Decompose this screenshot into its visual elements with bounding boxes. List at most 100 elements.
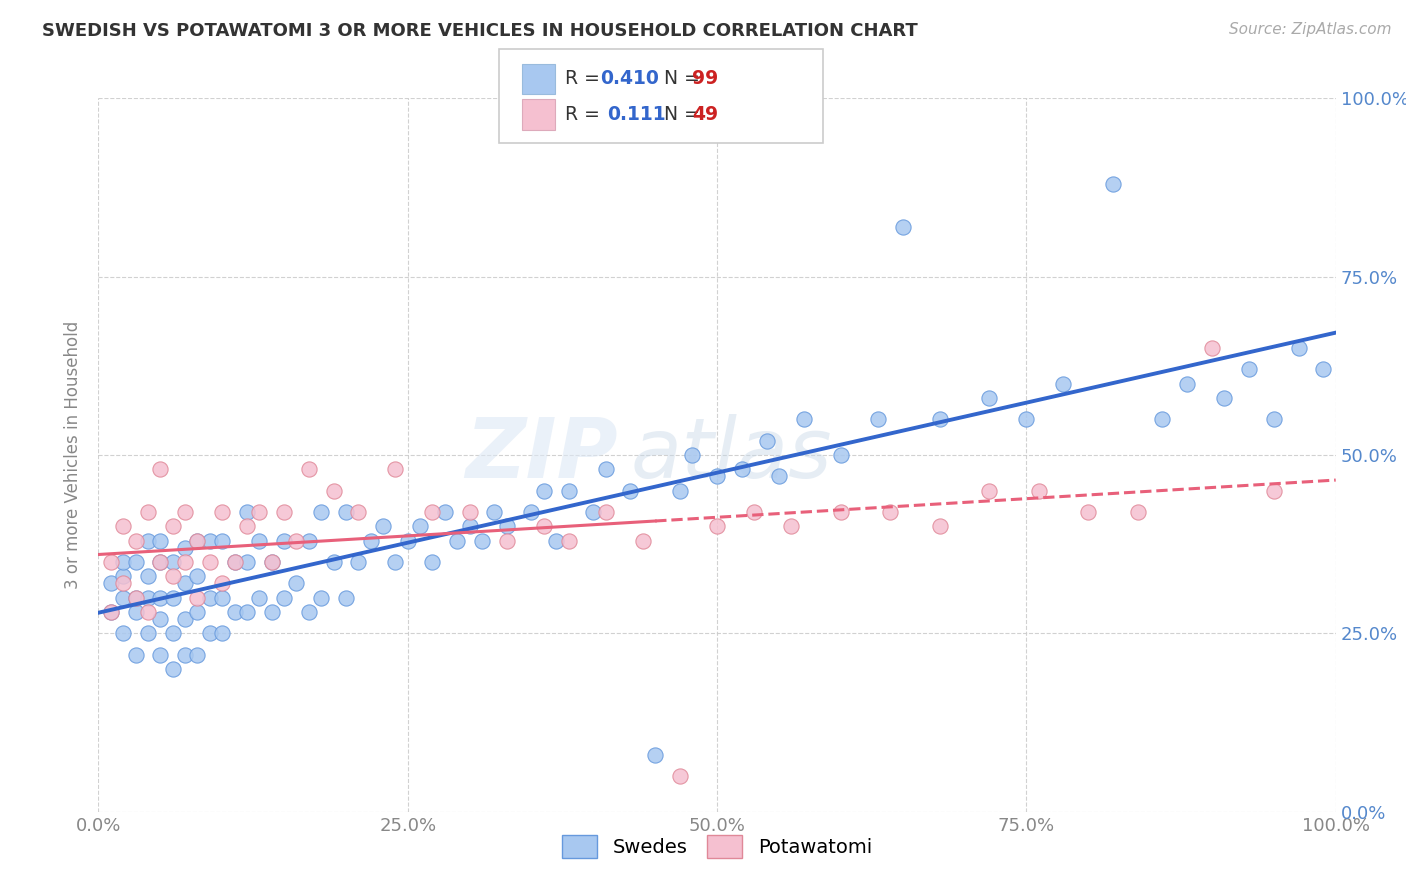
- Point: [236, 519, 259, 533]
- Point: [298, 462, 321, 476]
- Text: ZIP: ZIP: [465, 415, 619, 495]
- Point: [706, 469, 728, 483]
- Point: [247, 533, 270, 548]
- Point: [247, 591, 270, 605]
- Point: [1175, 376, 1198, 391]
- Point: [1028, 483, 1050, 498]
- Point: [384, 555, 406, 569]
- Point: [731, 462, 754, 476]
- Point: [533, 519, 555, 533]
- Point: [174, 576, 197, 591]
- Point: [136, 626, 159, 640]
- Point: [755, 434, 778, 448]
- Point: [162, 555, 184, 569]
- Point: [112, 576, 135, 591]
- Point: [236, 555, 259, 569]
- Point: [458, 519, 481, 533]
- Point: [186, 569, 208, 583]
- Point: [1015, 412, 1038, 426]
- Point: [260, 555, 283, 569]
- Point: [149, 555, 172, 569]
- Point: [186, 605, 208, 619]
- Point: [1288, 341, 1310, 355]
- Point: [347, 555, 370, 569]
- Point: [162, 519, 184, 533]
- Point: [533, 483, 555, 498]
- Point: [557, 533, 579, 548]
- Point: [100, 605, 122, 619]
- Text: atlas: atlas: [630, 415, 832, 495]
- Point: [198, 626, 221, 640]
- Point: [100, 555, 122, 569]
- Point: [1201, 341, 1223, 355]
- Point: [644, 747, 666, 762]
- Point: [928, 412, 950, 426]
- Point: [830, 448, 852, 462]
- Point: [247, 505, 270, 519]
- Legend: Swedes, Potawatomi: Swedes, Potawatomi: [554, 827, 880, 866]
- Point: [595, 505, 617, 519]
- Point: [136, 569, 159, 583]
- Point: [742, 505, 765, 519]
- Point: [793, 412, 815, 426]
- Text: N =: N =: [652, 70, 706, 88]
- Point: [198, 591, 221, 605]
- Point: [1263, 412, 1285, 426]
- Point: [891, 219, 914, 234]
- Point: [112, 626, 135, 640]
- Point: [236, 505, 259, 519]
- Point: [149, 648, 172, 662]
- Point: [1263, 483, 1285, 498]
- Point: [309, 591, 332, 605]
- Point: [211, 626, 233, 640]
- Text: 0.111: 0.111: [607, 105, 666, 124]
- Point: [186, 533, 208, 548]
- Point: [136, 605, 159, 619]
- Point: [124, 555, 146, 569]
- Point: [273, 533, 295, 548]
- Point: [360, 533, 382, 548]
- Point: [124, 591, 146, 605]
- Point: [681, 448, 703, 462]
- Point: [273, 505, 295, 519]
- Point: [186, 648, 208, 662]
- Point: [768, 469, 790, 483]
- Point: [1102, 177, 1125, 191]
- Point: [484, 505, 506, 519]
- Point: [136, 591, 159, 605]
- Point: [112, 591, 135, 605]
- Point: [149, 533, 172, 548]
- Point: [396, 533, 419, 548]
- Point: [1213, 391, 1236, 405]
- Point: [211, 591, 233, 605]
- Point: [384, 462, 406, 476]
- Point: [1052, 376, 1074, 391]
- Point: [458, 505, 481, 519]
- Point: [285, 576, 308, 591]
- Point: [174, 505, 197, 519]
- Point: [124, 648, 146, 662]
- Point: [335, 505, 357, 519]
- Point: [409, 519, 432, 533]
- Point: [149, 591, 172, 605]
- Point: [174, 555, 197, 569]
- Point: [669, 769, 692, 783]
- Point: [224, 605, 246, 619]
- Point: [149, 555, 172, 569]
- Point: [322, 555, 344, 569]
- Point: [174, 648, 197, 662]
- Point: [285, 533, 308, 548]
- Point: [174, 612, 197, 626]
- Point: [112, 519, 135, 533]
- Point: [273, 591, 295, 605]
- Point: [124, 605, 146, 619]
- Point: [1237, 362, 1260, 376]
- Point: [595, 462, 617, 476]
- Point: [260, 555, 283, 569]
- Point: [100, 576, 122, 591]
- Point: [928, 519, 950, 533]
- Point: [309, 505, 332, 519]
- Point: [1126, 505, 1149, 519]
- Point: [211, 533, 233, 548]
- Point: [211, 576, 233, 591]
